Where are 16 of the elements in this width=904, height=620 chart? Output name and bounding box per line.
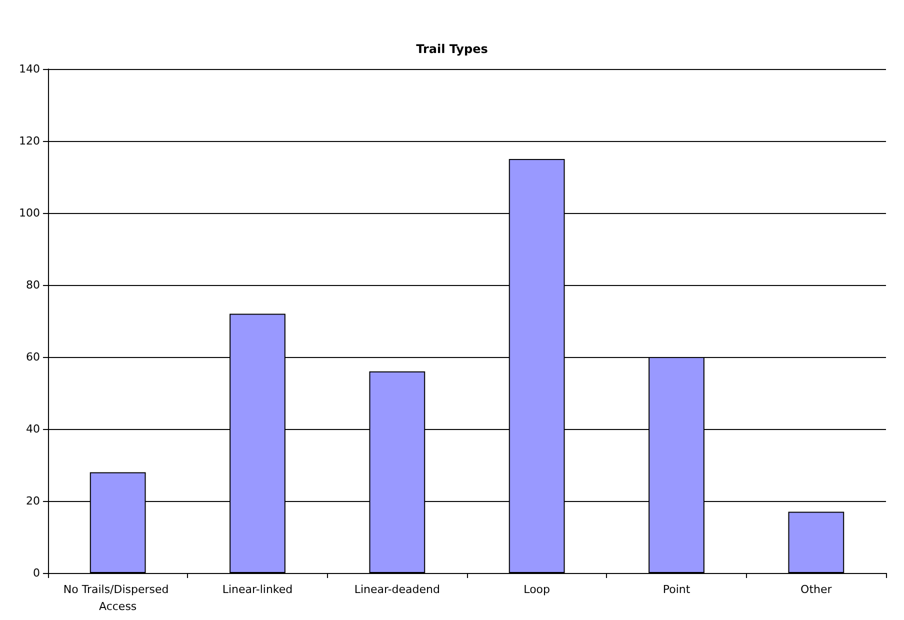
y-tick-label: 40 <box>26 422 40 436</box>
x-tick-label: Linear-linked <box>222 583 293 596</box>
y-tick-label: 120 <box>19 134 40 148</box>
x-tick-label: No Trails/Dispersed Access <box>63 583 172 613</box>
y-tick-label: 140 <box>19 62 40 76</box>
y-tick-label: 100 <box>19 206 40 220</box>
x-tick-label: Loop <box>524 583 550 596</box>
x-tick-label: Other <box>800 583 832 596</box>
y-tick-label: 60 <box>26 350 40 364</box>
y-tick-label: 80 <box>26 278 40 292</box>
y-tick-label: 20 <box>26 494 40 508</box>
bar <box>788 512 844 573</box>
chart-title: Trail Types <box>416 42 488 56</box>
x-tick-label: Linear-deadend <box>354 583 440 596</box>
y-tick-label: 0 <box>33 566 40 580</box>
x-tick-label: Point <box>662 583 691 596</box>
